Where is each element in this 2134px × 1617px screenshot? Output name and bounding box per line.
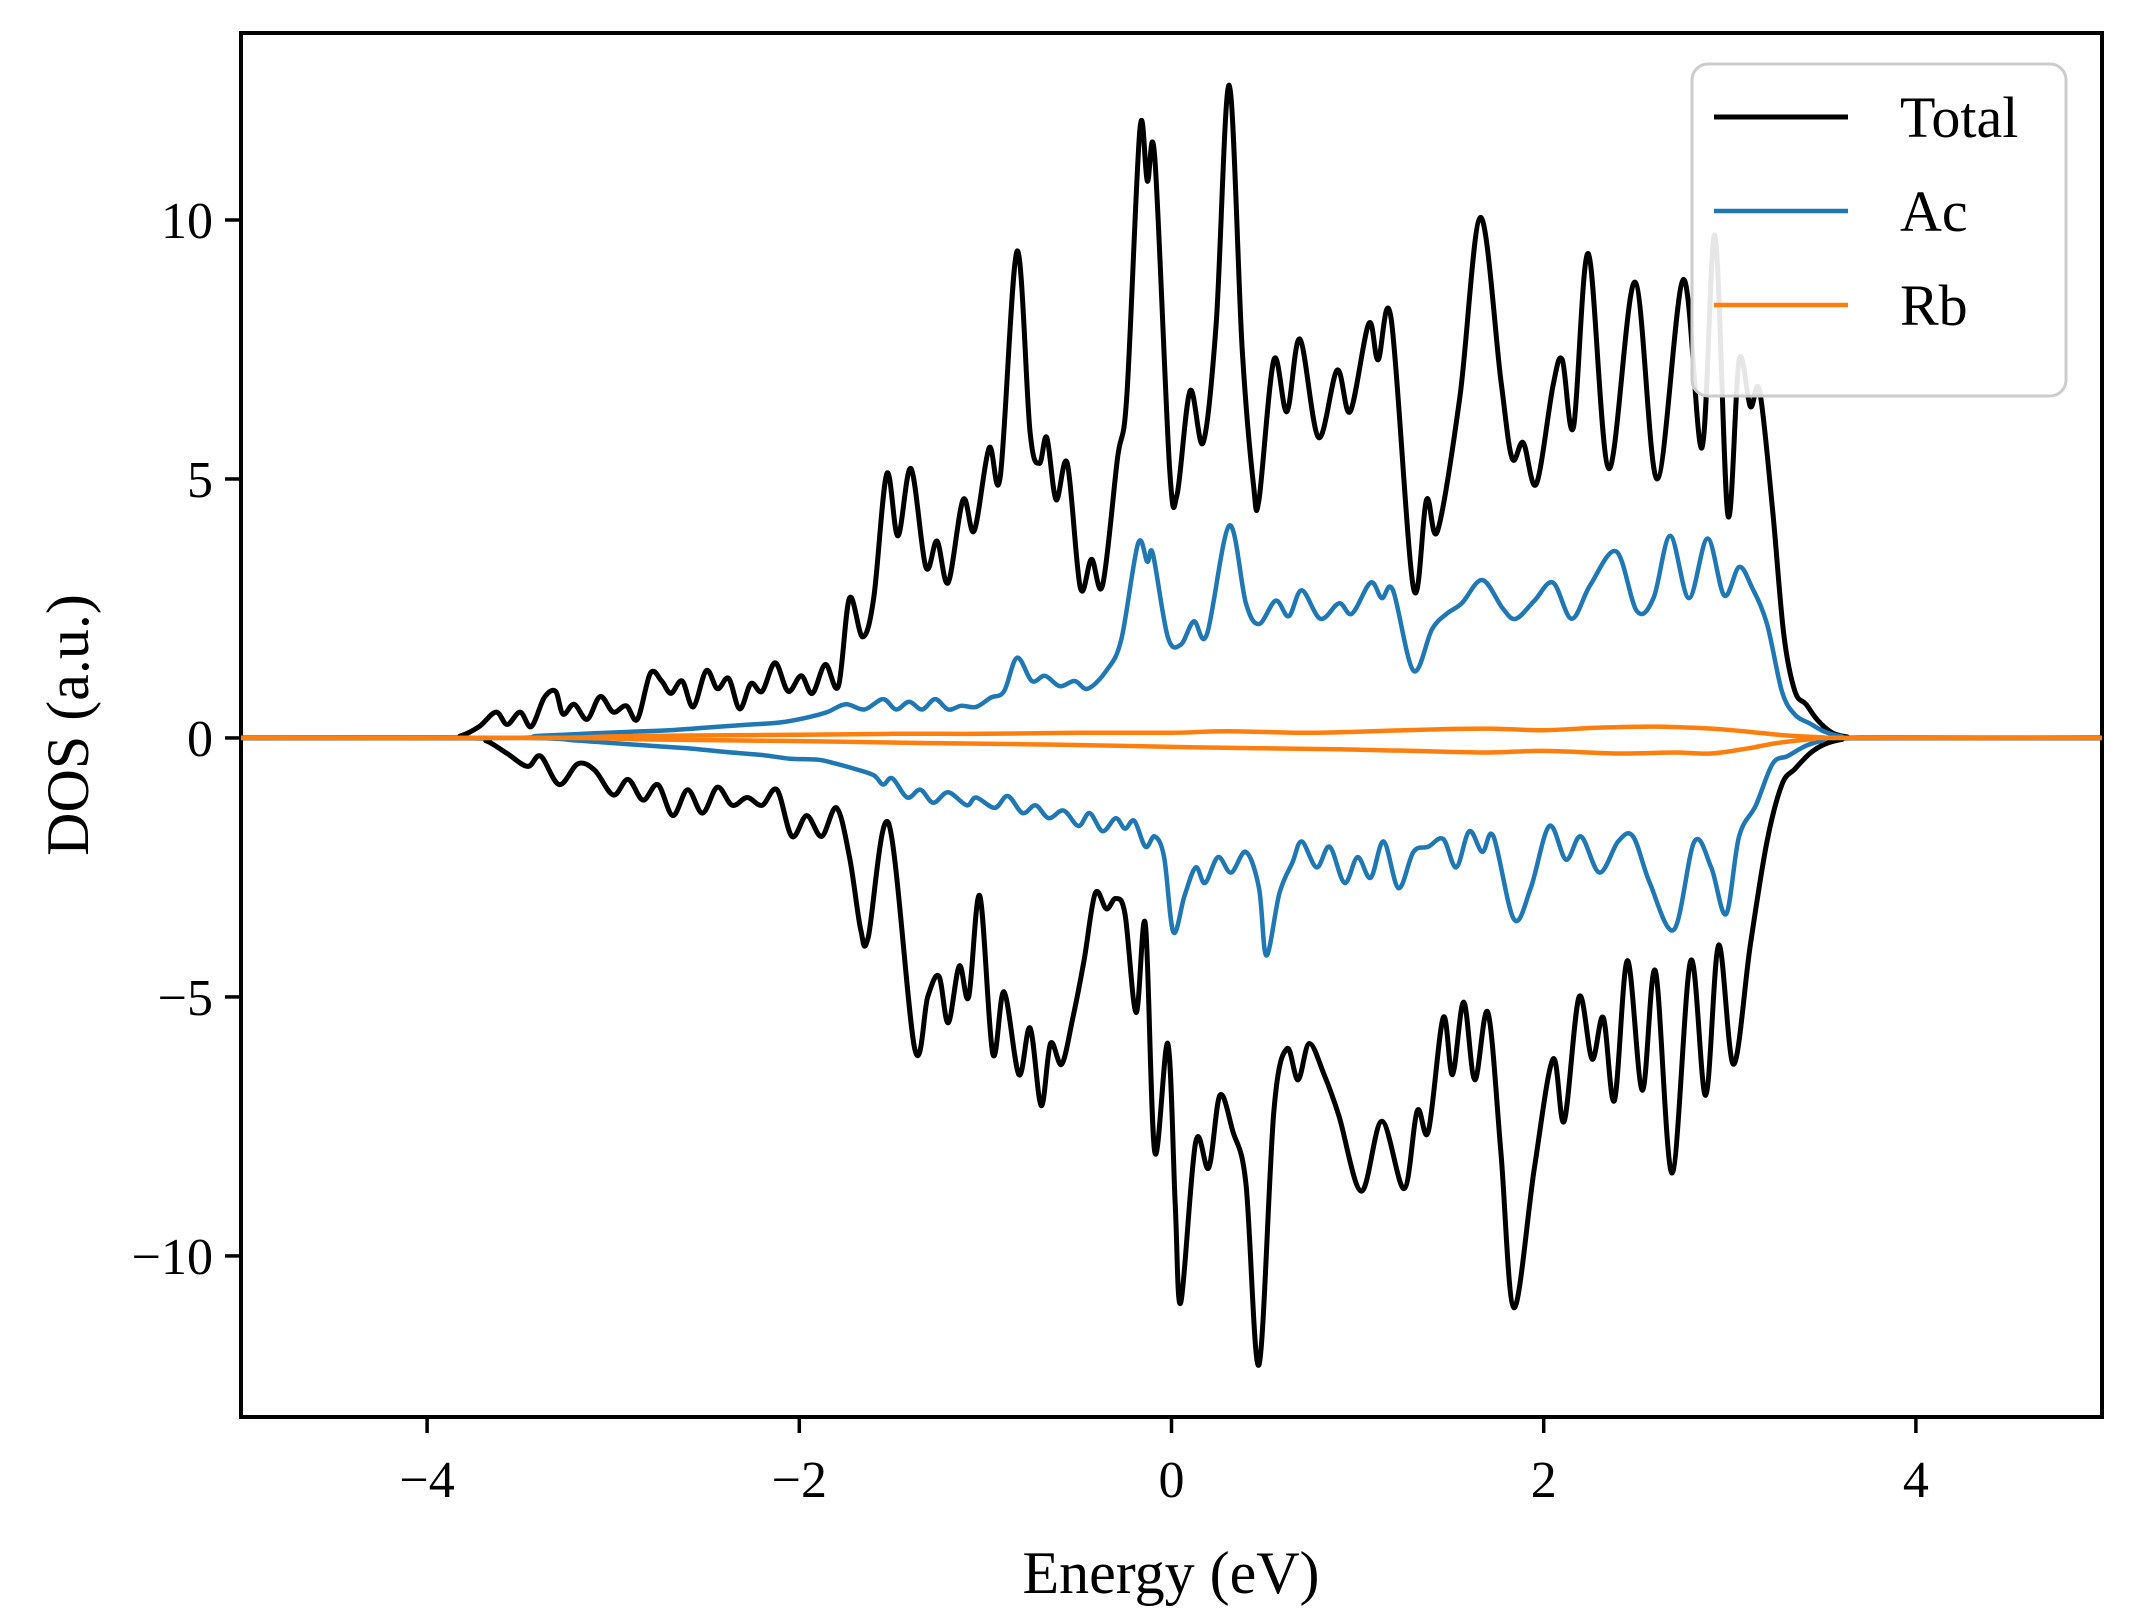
legend: Total Ac Rb <box>1690 62 2068 398</box>
y-tick-label: 10 <box>161 193 213 250</box>
x-tick-label: −4 <box>399 1452 454 1509</box>
x-tick-label: 4 <box>1903 1452 1929 1509</box>
y-tick-label: 0 <box>187 711 213 768</box>
series-rb-spin-up <box>241 724 2102 741</box>
series-ac-spin-down <box>241 735 2102 958</box>
x-tick-label: −2 <box>772 1452 827 1509</box>
series-total-spin-up <box>241 82 2102 741</box>
x-tick-label: 2 <box>1531 1452 1557 1509</box>
x-axis-ticks: −4 −2 0 2 4 <box>399 1417 1929 1509</box>
legend-label-rb: Rb <box>1900 273 1968 338</box>
x-tick-label: 0 <box>1159 1452 1185 1509</box>
x-axis-label: Energy (eV) <box>1022 1540 1319 1606</box>
legend-label-ac: Ac <box>1900 179 1968 244</box>
series-ac-spin-up <box>241 523 2102 741</box>
legend-label-total: Total <box>1900 85 2018 150</box>
y-tick-label: −5 <box>158 970 213 1027</box>
series-rb-spin-down <box>241 735 2102 756</box>
series-total-spin-down <box>241 735 2102 1368</box>
legend-box <box>1690 62 2068 398</box>
y-axis-label: DOS (a.u.) <box>35 594 101 856</box>
y-tick-label: 5 <box>187 452 213 509</box>
y-axis-ticks: −10 −5 0 5 10 <box>132 193 241 1286</box>
y-tick-label: −10 <box>132 1229 213 1286</box>
series-curves <box>241 82 2102 1368</box>
